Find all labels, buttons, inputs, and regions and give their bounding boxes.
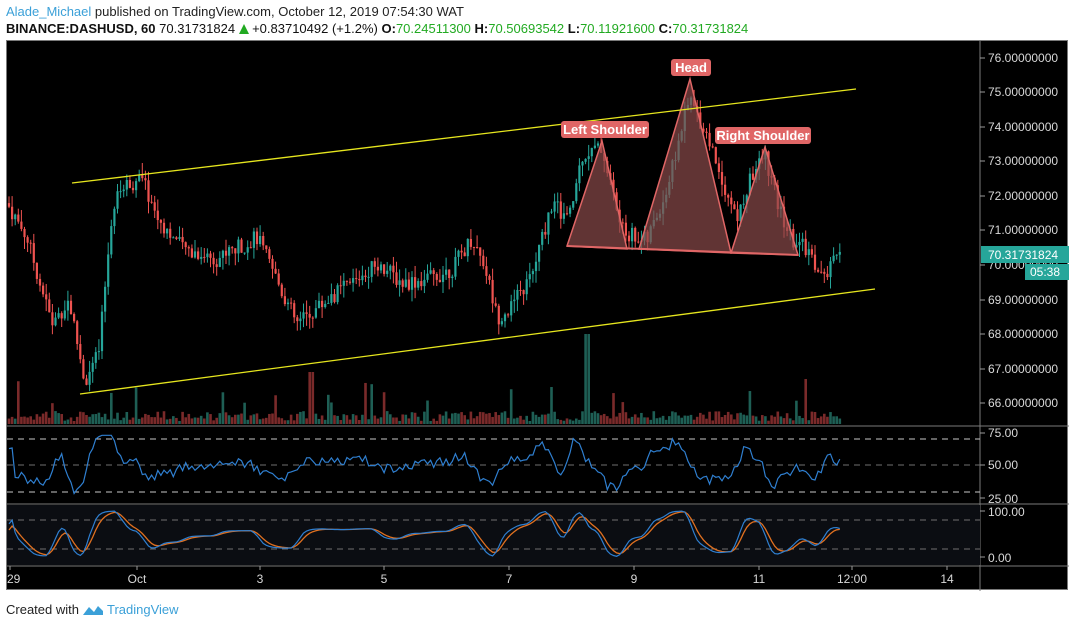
open-label: O: (381, 21, 396, 36)
author-link[interactable]: Alade_Michael (6, 4, 92, 19)
created-with-text: Created with (6, 602, 79, 617)
price-change: +0.83710492 (+1.2%) (252, 21, 378, 36)
svg-text:68.00000000: 68.00000000 (988, 327, 1058, 341)
label-head-text: Head (675, 60, 707, 75)
svg-text:7: 7 (506, 572, 513, 586)
published-text: published on TradingView.com, October 12… (91, 4, 464, 19)
footer: Created with TradingView (6, 602, 179, 617)
svg-text:9: 9 (631, 572, 638, 586)
price-tick: 72.00000000 (980, 189, 1058, 203)
label-left-shoulder-text: Left Shoulder (563, 122, 647, 137)
price-tick: 67.00000000 (980, 362, 1058, 376)
svg-text:Oct: Oct (128, 572, 147, 586)
stoch-axis[interactable]: 100.00 0.00 (980, 505, 1025, 565)
rsi-line (8, 434, 841, 495)
volume-bars (7, 334, 842, 424)
up-triangle-icon (239, 24, 250, 34)
neckline[interactable] (566, 245, 799, 256)
price-tick: 75.00000000 (980, 85, 1058, 99)
right-shoulder-triangle[interactable] (729, 144, 800, 256)
svg-text:75.00000000: 75.00000000 (988, 85, 1058, 99)
svg-text:29: 29 (7, 572, 21, 586)
symbol-info: BINANCE:DASHUSD, 60 70.31731824 +0.837104… (6, 21, 748, 36)
svg-text:3: 3 (257, 572, 264, 586)
head-and-shoulders-pattern[interactable] (565, 76, 800, 256)
svg-text:14: 14 (940, 572, 954, 586)
channel-lower-line[interactable] (79, 288, 876, 395)
publish-info: Alade_Michael published on TradingView.c… (6, 4, 464, 19)
bar-countdown: 05:38 (1030, 265, 1060, 279)
svg-text:69.00000000: 69.00000000 (988, 293, 1058, 307)
channel-upper-line[interactable] (71, 88, 857, 184)
svg-text:76.00000000: 76.00000000 (988, 51, 1058, 65)
svg-text:100.00: 100.00 (988, 505, 1025, 519)
open-value: 70.24511300 (395, 21, 471, 36)
time-axis[interactable]: 29 Oct 3 5 7 9 11 12:00 14 (7, 566, 954, 586)
svg-text:70.31731824: 70.31731824 (988, 248, 1058, 262)
price-tick: 71.00000000 (980, 223, 1058, 237)
price-tick: 68.00000000 (980, 327, 1058, 341)
low-label: L: (567, 21, 581, 36)
svg-text:50.00: 50.00 (988, 458, 1018, 472)
price-axis[interactable]: 76.00000000 75.00000000 74.00000000 73.0… (980, 51, 1058, 410)
price-tick: 66.00000000 (980, 396, 1058, 410)
price-tick: 74.00000000 (980, 120, 1058, 134)
low-value: 70.11921600 (580, 21, 656, 36)
rsi-axis[interactable]: 75.00 50.00 25.00 (980, 426, 1018, 506)
tradingview-logo-icon (82, 605, 103, 615)
price-tick: 76.00000000 (980, 51, 1058, 65)
svg-text:72.00000000: 72.00000000 (988, 189, 1058, 203)
close-value: 70.31731824 (672, 21, 749, 36)
svg-text:12:00: 12:00 (837, 572, 867, 586)
price-tick: 69.00000000 (980, 293, 1058, 307)
stoch-band (7, 505, 980, 565)
close-label: C: (658, 21, 673, 36)
high-value: 70.50693542 (488, 21, 565, 36)
chart-frame[interactable]: Left Shoulder Head Right Shoulder 76.000… (6, 40, 1069, 591)
symbol-label: BINANCE:DASHUSD, 60 (6, 21, 156, 36)
chart-canvas[interactable]: Left Shoulder Head Right Shoulder 76.000… (7, 41, 1069, 591)
label-right-shoulder[interactable]: Right Shoulder (715, 127, 811, 144)
svg-text:0.00: 0.00 (988, 551, 1012, 565)
stoch-k-line (8, 510, 840, 557)
svg-text:67.00000000: 67.00000000 (988, 362, 1058, 376)
label-left-shoulder[interactable]: Left Shoulder (561, 121, 649, 138)
svg-text:74.00000000: 74.00000000 (988, 120, 1058, 134)
label-head[interactable]: Head (671, 59, 711, 76)
high-label: H: (474, 21, 489, 36)
label-right-shoulder-text: Right Shoulder (716, 128, 809, 143)
tradingview-link[interactable]: TradingView (106, 602, 179, 617)
svg-text:11: 11 (753, 572, 766, 586)
svg-text:66.00000000: 66.00000000 (988, 396, 1058, 410)
current-price-tag: 70.31731824 05:38 (981, 246, 1069, 280)
svg-text:25.00: 25.00 (988, 492, 1018, 506)
svg-text:71.00000000: 71.00000000 (988, 223, 1058, 237)
last-price: 70.31731824 (159, 21, 236, 36)
svg-text:75.00: 75.00 (988, 426, 1018, 440)
svg-text:5: 5 (381, 572, 388, 586)
price-tick: 73.00000000 (980, 154, 1058, 168)
svg-text:73.00000000: 73.00000000 (988, 154, 1058, 168)
